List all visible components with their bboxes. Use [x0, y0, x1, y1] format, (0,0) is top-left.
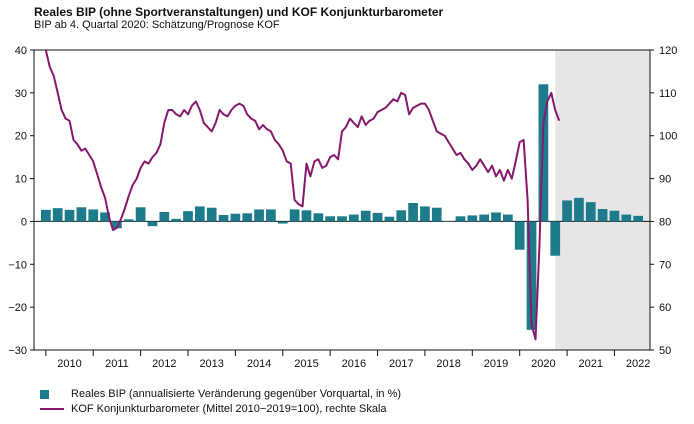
right-axis-label: 50 [659, 345, 671, 357]
bip-bar [183, 211, 193, 222]
x-axis-label: 2015 [294, 358, 318, 370]
x-axis-label: 2010 [57, 358, 81, 370]
bip-bar [609, 210, 620, 222]
bip-bar [372, 212, 383, 222]
bip-bar [597, 209, 608, 222]
bip-bar [218, 215, 229, 222]
left-axis-label: 0 [21, 216, 27, 228]
legend-bar-swatch [40, 389, 49, 399]
bip-bar [159, 212, 170, 222]
right-axis-label: 110 [659, 88, 677, 100]
right-axis-label: 90 [659, 174, 671, 186]
kof-line [44, 50, 561, 341]
chart-subtitle: BIP ab 4. Quartal 2020: Schätzung/Progno… [34, 19, 280, 31]
x-axis-label: 2020 [531, 358, 555, 370]
left-axis-label: 40 [15, 45, 27, 57]
legend-bar-label: Reales BIP (annualisierte Veränderung ge… [71, 388, 402, 400]
bip-bar [633, 215, 644, 222]
bip-bar [64, 209, 75, 222]
plot-frame [33, 49, 651, 351]
bip-bar [467, 215, 478, 222]
forecast-area [555, 50, 650, 350]
right-axis-label: 80 [659, 216, 671, 228]
left-axis-label: −30 [8, 345, 27, 357]
bip-bar [574, 197, 584, 222]
bip-bar [147, 221, 158, 227]
bip-bar [266, 209, 276, 222]
bip-bar [206, 207, 217, 222]
bip-bar [52, 208, 63, 222]
legend-bar-entry: Reales BIP (annualisierte Veränderung ge… [40, 388, 401, 400]
bip-bar [526, 221, 537, 330]
chart-title: Reales BIP (ohne Sportveranstaltungen) u… [34, 5, 444, 19]
legend-line-label: KOF Konjunkturbarometer (Mittel 2010−201… [71, 403, 387, 415]
left-axis-label: 10 [15, 174, 27, 186]
bip-bar [431, 207, 442, 222]
bip-bar [337, 216, 347, 222]
right-axis-label: 60 [659, 302, 671, 314]
legend-line-swatch [40, 408, 64, 410]
x-axis-label: 2019 [484, 358, 508, 370]
x-axis-label: 2018 [436, 358, 460, 370]
bip-bar [325, 216, 336, 222]
x-axis-label: 2016 [342, 358, 366, 370]
bip-bar [562, 200, 572, 222]
right-axis-label: 70 [659, 259, 671, 271]
bip-bar [348, 214, 359, 222]
legend-line-entry: KOF Konjunkturbarometer (Mittel 2010−201… [40, 403, 387, 415]
bip-bar [277, 221, 288, 224]
x-axis-label: 2011 [105, 358, 129, 370]
bip-bar [420, 206, 430, 222]
bip-bar [408, 203, 418, 222]
bip-bar [230, 213, 241, 222]
bip-bar [123, 219, 134, 222]
x-axis-label: 2022 [626, 358, 650, 370]
bip-bar [171, 218, 182, 222]
bip-bar [384, 216, 395, 222]
bip-bar [289, 209, 300, 222]
x-axis-label: 2012 [152, 358, 176, 370]
left-axis-label: −10 [8, 259, 27, 271]
x-axis-label: 2017 [389, 358, 413, 370]
bip-bar [76, 207, 87, 222]
bip-bar [585, 202, 596, 222]
bip-bar [550, 221, 561, 256]
bip-bar [135, 207, 146, 222]
bip-bar [502, 214, 513, 222]
bip-bar [194, 206, 205, 222]
left-axis-label: 30 [15, 88, 27, 100]
bip-bar [455, 216, 466, 222]
bip-bar [479, 214, 490, 222]
bip-bar [88, 209, 99, 222]
right-axis-label: 120 [659, 45, 677, 57]
bip-bar [514, 221, 525, 250]
x-axis-label: 2021 [579, 358, 603, 370]
bip-bar [396, 210, 407, 222]
left-axis-label: 20 [15, 131, 27, 143]
bip-bar [242, 213, 253, 222]
right-axis-label: 100 [659, 131, 677, 143]
x-axis-label: 2014 [247, 358, 271, 370]
bip-bar [621, 214, 632, 222]
x-axis-label: 2013 [199, 358, 223, 370]
bip-bar [313, 213, 324, 222]
bip-bar [301, 210, 312, 222]
bip-bar [100, 212, 110, 222]
bip-bar [360, 210, 371, 222]
bip-bar [112, 221, 122, 229]
bip-bar [491, 212, 501, 222]
bip-bar [254, 209, 264, 222]
bip-bar [40, 209, 51, 222]
left-axis-label: −20 [8, 302, 27, 314]
